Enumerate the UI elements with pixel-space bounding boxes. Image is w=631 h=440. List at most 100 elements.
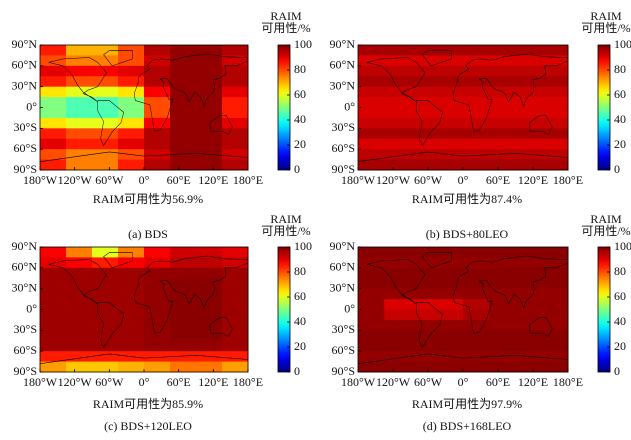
heatmap-cell [222, 159, 249, 171]
colorbar [597, 44, 611, 171]
heatmap-cell [436, 319, 464, 331]
heatmap-cell [196, 97, 223, 108]
y-tick-label: 0° [26, 301, 37, 315]
heatmap-cell [222, 247, 249, 258]
x-tick-label: 60°W [95, 173, 124, 187]
heatmap-cell [541, 267, 569, 279]
heatmap-cell [541, 128, 569, 140]
heatmap-cell [92, 288, 119, 300]
heatmap-cell [92, 76, 119, 88]
subtitle: RAIM可用性为97.9% [412, 397, 522, 411]
colorbar-tick-label: 100 [614, 37, 631, 51]
heatmap-cell [118, 97, 145, 108]
heatmap-cell [515, 55, 543, 67]
colorbar-tick-label: 0 [294, 364, 300, 378]
heatmap-cell [144, 45, 171, 56]
heatmap-cell [515, 309, 543, 321]
heatmap-cell [92, 299, 119, 310]
heatmap-cell [410, 288, 438, 300]
heatmap-cell [358, 76, 385, 88]
heatmap-cell [541, 319, 569, 331]
heatmap-cell [384, 351, 411, 363]
heatmap-cell [66, 138, 93, 150]
heatmap-cell [118, 309, 145, 321]
x-tick-label: 120°E [198, 375, 228, 389]
heatmap-cell [410, 76, 438, 88]
heatmap-cell [436, 65, 464, 77]
heatmap-cell [144, 65, 171, 77]
heatmap-cell [410, 117, 438, 129]
heatmap-cell [196, 257, 223, 269]
heatmap-cell [222, 330, 249, 342]
heatmap-cell [170, 299, 197, 310]
heatmap-cell [384, 340, 411, 352]
heatmap-cell [410, 257, 438, 269]
heatmap-cell [170, 267, 197, 279]
colorbar-tick-label: 80 [294, 264, 306, 278]
heatmap-cell [384, 97, 411, 108]
colorbar-tick-label: 40 [294, 314, 306, 328]
heatmap-cell [222, 86, 249, 98]
heatmap-cell [170, 55, 197, 67]
heatmap-cell [118, 128, 145, 140]
heatmap-cell [66, 257, 93, 269]
heatmap-cell [489, 97, 516, 108]
heatmap-cell [66, 159, 93, 171]
colorbar-tick-label: 0 [614, 364, 620, 378]
heatmap-cell [66, 45, 93, 56]
x-tick-label: 120°W [58, 375, 93, 389]
colorbar-tick-label: 40 [614, 314, 626, 328]
y-tick-label: 60°S [14, 141, 37, 155]
y-tick-label: 90°N [12, 239, 38, 253]
heatmap-cell [40, 128, 67, 140]
heatmap-cell [489, 319, 516, 331]
x-tick-label: 120°W [376, 173, 411, 187]
x-tick-label: 180°E [233, 375, 263, 389]
heatmap-cell [170, 149, 197, 161]
heatmap-cell [222, 76, 249, 88]
y-tick-label: 60°N [330, 260, 356, 274]
heatmap-cell [489, 361, 516, 373]
heatmap-cell [463, 149, 490, 161]
heatmap-cell [170, 319, 197, 331]
heatmap-cell [40, 45, 67, 56]
colorbar-label: RAIM [590, 212, 622, 226]
heatmap-cell [541, 278, 569, 290]
colorbar-tick-label: 100 [614, 239, 631, 253]
colorbar-tick-label: 40 [614, 112, 626, 126]
colorbar [277, 44, 291, 171]
heatmap-cell [358, 65, 385, 77]
heatmap-cell [358, 97, 385, 108]
x-tick-label: 120°E [198, 173, 228, 187]
heatmap-cell [144, 361, 171, 373]
heatmap-cell [463, 117, 490, 129]
heatmap-cell [92, 107, 119, 119]
colorbar [277, 246, 291, 373]
heatmap-cell [436, 330, 464, 342]
y-tick-label: 90°N [330, 37, 356, 51]
heatmap-cell [196, 267, 223, 279]
heatmap-cell [541, 351, 569, 363]
heatmap-cell [410, 247, 438, 258]
heatmap-cell [358, 309, 385, 321]
heatmap-cell [463, 247, 490, 258]
heatmap-cell [40, 299, 67, 310]
heatmap-cell [92, 149, 119, 161]
heatmap-cell [144, 278, 171, 290]
heatmap-cell [222, 309, 249, 321]
heatmap-cell [541, 247, 569, 258]
heatmap-cell [144, 86, 171, 98]
heatmap-cell [358, 361, 385, 373]
heatmap-cell [196, 117, 223, 129]
heatmap-cell [222, 351, 249, 363]
heatmap-cell [66, 340, 93, 352]
heatmap-cell [463, 128, 490, 140]
heatmap-cell [222, 340, 249, 352]
colorbar-label: RAIM [270, 9, 302, 23]
heatmap-cell [436, 86, 464, 98]
colorbar-tick-label: 20 [614, 137, 626, 151]
heatmap-cell [384, 117, 411, 129]
heatmap-cell [118, 340, 145, 352]
heatmap-cell [410, 86, 438, 98]
heatmap-cell [410, 278, 438, 290]
